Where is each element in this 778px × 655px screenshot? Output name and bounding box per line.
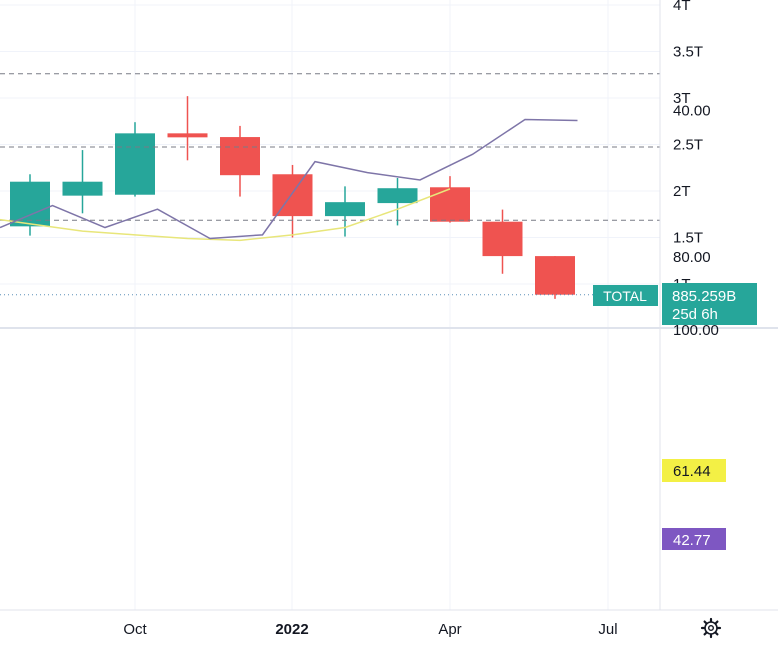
price-axis-tick-label: 2.5T [673,137,703,154]
time-axis-tick-label: Jul [598,621,617,638]
last-price-badge: TOTAL 885.259B 25d 6h [593,283,757,325]
time-axis-tick-label: Apr [438,621,461,638]
rsi-ma-line [0,188,451,242]
price-pane [0,96,660,299]
rsi-axis-tick-label: 80.00 [673,249,711,266]
settings-gear-icon[interactable] [700,617,722,639]
price-axis-tick-label: 4T [673,0,691,14]
candle-body [272,174,313,217]
last-price-badge-bg [662,283,757,325]
rsi-value-badge: 42.77 [662,528,726,550]
price-axis-tick-label: 2T [673,183,691,200]
time-axis-tick-label: Oct [123,621,147,638]
candle-body [220,137,260,176]
rsi-value-badge-bg [662,528,726,550]
candle-body [482,221,523,257]
time-axis-tick-label: 2022 [275,621,308,638]
candle-body [535,256,575,295]
price-axis-tick-label: 3.5T [673,44,703,61]
rsi-axis-tick-label: 100.00 [673,322,719,339]
price-axis-tick-label: 3T [673,90,691,107]
rsi-ma-value-badge-bg [662,459,726,482]
rsi-axis-tick-label: 40.00 [673,102,711,119]
candle-countdown-label: 25d 6h [672,306,718,323]
symbol-badge-bg [593,285,658,306]
rsi-ma-value-label: 61.44 [673,463,711,480]
candle-body [115,133,155,195]
symbol-badge-label: TOTAL [603,288,647,304]
candle-body [325,202,365,217]
grid-layer [0,0,660,610]
rsi-value-label: 42.77 [673,532,711,549]
candle-body [62,181,103,196]
last-price-label: 885.259B [672,288,736,305]
price-axis-tick-label: 1.5T [673,230,703,247]
candle-body [430,187,470,222]
candle-body [167,133,208,138]
axis-layer: 1T1.5T2T2.5T3T3.5T4T100.0080.0040.00Oct2… [0,0,778,638]
candle-body [10,181,50,227]
rsi-pane [0,73,660,242]
candle-body [377,188,418,204]
rsi-line [0,118,578,240]
rsi-ma-value-badge: 61.44 [662,459,726,482]
